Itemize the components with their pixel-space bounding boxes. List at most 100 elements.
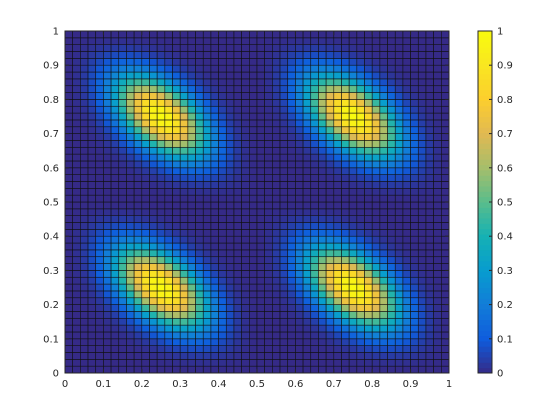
- heatmap-cell: [164, 222, 173, 230]
- heatmap-cell: [64, 133, 73, 141]
- heatmap-cell: [402, 338, 411, 346]
- heatmap-cell: [202, 105, 212, 114]
- heatmap-cell: [272, 297, 281, 305]
- heatmap-cell: [95, 85, 104, 93]
- heatmap-cell: [287, 365, 296, 374]
- y-tick-label: 0.7: [43, 129, 59, 140]
- heatmap-cell: [133, 331, 143, 340]
- heatmap-cell: [402, 283, 411, 292]
- heatmap-cell: [233, 146, 242, 155]
- heatmap-cell: [149, 352, 158, 360]
- heatmap-cell: [195, 256, 204, 264]
- heatmap-cell: [356, 338, 365, 346]
- heatmap-cell: [379, 352, 388, 360]
- heatmap-cell: [87, 30, 97, 39]
- heatmap-cell: [371, 235, 381, 244]
- heatmap-cell: [172, 78, 181, 87]
- heatmap-cell: [195, 71, 204, 80]
- heatmap-cell: [425, 304, 434, 312]
- heatmap-cell: [164, 229, 173, 237]
- heatmap-cell: [164, 119, 173, 128]
- heatmap-cell: [172, 44, 181, 52]
- heatmap-cell: [341, 188, 350, 196]
- heatmap-cell: [103, 249, 112, 258]
- heatmap-cell: [417, 30, 427, 39]
- heatmap-cell: [241, 365, 250, 374]
- heatmap-cell: [156, 331, 166, 340]
- heatmap-cell: [433, 229, 442, 237]
- heatmap-cell: [179, 229, 189, 237]
- heatmap-cell: [441, 283, 450, 292]
- heatmap-cell: [410, 338, 419, 346]
- heatmap-cell: [256, 304, 265, 312]
- heatmap-cell: [118, 30, 127, 39]
- heatmap-cell: [295, 249, 304, 258]
- heatmap-cell: [110, 290, 120, 299]
- heatmap-cell: [241, 153, 250, 162]
- heatmap-cell: [356, 51, 365, 59]
- heatmap-cell: [387, 188, 396, 196]
- heatmap-cell: [126, 37, 135, 45]
- heatmap-cell: [441, 71, 450, 80]
- heatmap-cell: [379, 235, 388, 244]
- heatmap-cell: [410, 99, 419, 107]
- heatmap-cell: [272, 270, 281, 278]
- heatmap-cell: [195, 78, 204, 87]
- heatmap-cell: [287, 140, 296, 148]
- heatmap-cell: [156, 270, 166, 278]
- heatmap-cell: [341, 338, 350, 346]
- heatmap-cell: [256, 290, 265, 299]
- heatmap-cell: [279, 324, 289, 333]
- heatmap-cell: [433, 235, 442, 244]
- x-tick-label: 0.6: [287, 379, 303, 390]
- heatmap-cell: [364, 324, 373, 333]
- heatmap-cell: [325, 112, 335, 121]
- heatmap-cell: [348, 352, 358, 360]
- heatmap-cell: [156, 174, 166, 182]
- heatmap-cell: [218, 276, 227, 285]
- heatmap-cell: [202, 263, 212, 271]
- heatmap-cell: [64, 119, 73, 128]
- heatmap-cell: [210, 365, 219, 374]
- heatmap-cell: [202, 290, 212, 299]
- heatmap-cell: [156, 167, 166, 175]
- heatmap-cell: [249, 297, 258, 305]
- heatmap-cell: [225, 229, 235, 237]
- heatmap-cell: [387, 352, 396, 360]
- heatmap-cell: [387, 235, 396, 244]
- heatmap-cell: [356, 188, 365, 196]
- heatmap-cell: [295, 229, 304, 237]
- heatmap-cell: [310, 324, 319, 333]
- heatmap-cell: [279, 235, 289, 244]
- heatmap-cell: [272, 215, 281, 223]
- heatmap-cell: [441, 201, 450, 210]
- heatmap-cell: [80, 71, 89, 80]
- colorbar-swatch: [478, 41, 492, 48]
- heatmap-cell: [264, 133, 273, 141]
- heatmap-cell: [318, 365, 327, 374]
- heatmap-cell: [87, 229, 97, 237]
- colorbar-swatch: [478, 308, 492, 315]
- heatmap-cell: [356, 167, 365, 175]
- heatmap-cell: [402, 119, 411, 128]
- heatmap-cell: [126, 181, 135, 189]
- heatmap-cell: [72, 222, 81, 230]
- heatmap-cell: [179, 194, 189, 203]
- heatmap-cell: [218, 85, 227, 93]
- heatmap-cell: [149, 119, 158, 128]
- heatmap-cell: [187, 242, 196, 251]
- heatmap-cell: [133, 276, 143, 285]
- colorbar-swatch: [478, 159, 492, 166]
- heatmap-cell: [126, 331, 135, 340]
- heatmap-cell: [64, 44, 73, 52]
- heatmap-cell: [433, 78, 442, 87]
- heatmap-cell: [364, 304, 373, 312]
- heatmap-cell: [249, 37, 258, 45]
- heatmap-cell: [333, 181, 342, 189]
- heatmap-cell: [187, 208, 196, 216]
- heatmap-cell: [187, 71, 196, 80]
- heatmap-cell: [433, 365, 442, 374]
- heatmap-cell: [364, 105, 373, 114]
- heatmap-cell: [441, 242, 450, 251]
- heatmap-cell: [394, 201, 404, 210]
